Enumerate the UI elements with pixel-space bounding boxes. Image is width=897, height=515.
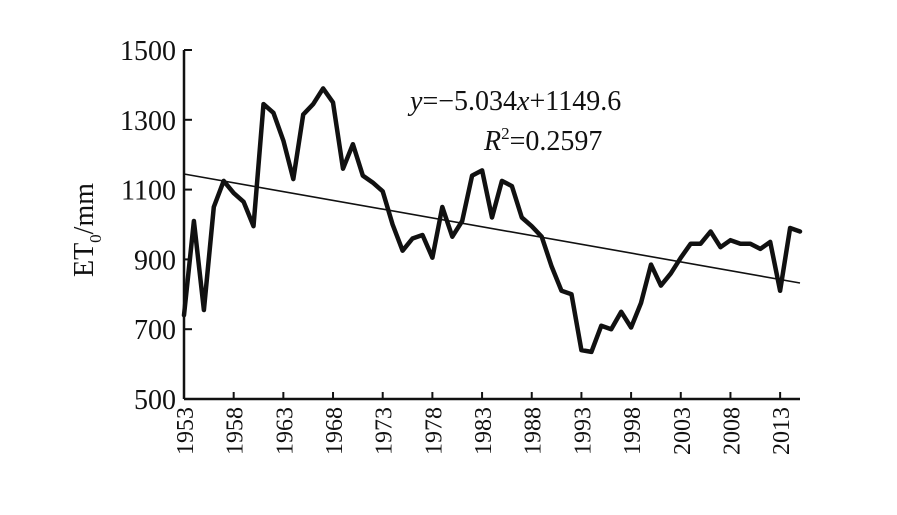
r-squared-symbol: R bbox=[483, 126, 501, 157]
x-tick-label: 1968 bbox=[322, 407, 348, 455]
y-axis-title: ET0/mm bbox=[69, 183, 105, 277]
x-tick-label: 1998 bbox=[620, 407, 646, 455]
y-tick-label: 1100 bbox=[121, 176, 176, 207]
y-axis-title-main: ET bbox=[69, 243, 100, 277]
x-tick-label: 1993 bbox=[570, 407, 596, 455]
equation-slope: =−5.034 bbox=[422, 86, 517, 117]
y-tick-label: 1300 bbox=[120, 106, 176, 137]
x-tick-label: 2008 bbox=[719, 407, 745, 455]
x-tick-label: 1958 bbox=[223, 407, 249, 455]
svg-text:ET0/mm: ET0/mm bbox=[69, 183, 105, 277]
y-tick-label: 1500 bbox=[120, 36, 176, 67]
r-squared-superscript: 2 bbox=[501, 124, 510, 143]
y-axis-title-unit: /mm bbox=[69, 183, 100, 235]
x-tick-label: 1978 bbox=[421, 407, 447, 455]
r-squared-value: =0.2597 bbox=[510, 126, 603, 157]
y-axis: 500 700 900 1100 1300 1500 bbox=[120, 36, 192, 416]
y-tick-label: 700 bbox=[134, 315, 176, 346]
trend-line bbox=[183, 173, 801, 284]
x-tick-label: 1988 bbox=[521, 407, 547, 455]
et0-series-line bbox=[181, 86, 803, 355]
r-squared-label: R2=0.2597 bbox=[483, 124, 602, 157]
x-axis: 1953 1958 1963 1968 1973 1978 1983 1988 1993 1998… bbox=[173, 392, 795, 455]
x-tick-label: 2013 bbox=[769, 407, 795, 455]
equation-intercept: +1149.6 bbox=[529, 86, 621, 117]
regression-equation: y=−5.034x+1149.6 bbox=[407, 86, 621, 117]
x-tick-label: 1983 bbox=[471, 407, 497, 455]
equation-x-var: x bbox=[516, 86, 530, 117]
y-tick-label: 900 bbox=[134, 245, 176, 276]
x-tick-label: 1973 bbox=[372, 407, 398, 455]
x-tick-label: 1953 bbox=[173, 407, 199, 455]
x-tick-label: 2003 bbox=[670, 407, 696, 455]
equation-y-var: y bbox=[407, 86, 423, 117]
y-tick-label: 500 bbox=[134, 385, 176, 416]
y-axis-title-subscript: 0 bbox=[86, 234, 105, 243]
x-tick-label: 1963 bbox=[272, 407, 298, 455]
